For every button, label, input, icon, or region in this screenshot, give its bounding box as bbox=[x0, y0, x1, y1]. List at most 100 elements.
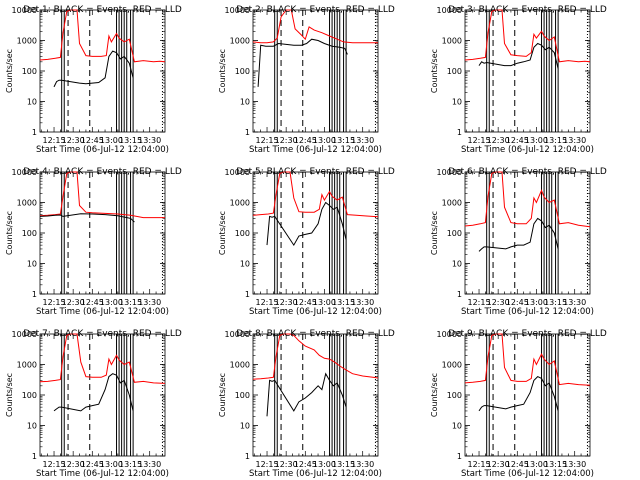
x-tick-label: 12:15 bbox=[255, 298, 278, 307]
plot-frame bbox=[252, 333, 379, 457]
x-tick-label: 13:30 bbox=[138, 460, 161, 469]
y-tick-label: 100 bbox=[447, 67, 462, 76]
x-tick-label: 12:15 bbox=[467, 136, 490, 145]
y-tick-label: 10 bbox=[240, 422, 250, 431]
x-tick-label: 12:45 bbox=[294, 460, 317, 469]
y-tick-label: 10000 bbox=[12, 168, 37, 177]
chart-panel: 1 10 100 1000 10000 12:1512:3012:4513:0013:15… bbox=[218, 167, 395, 317]
x-tick-label: 12:15 bbox=[255, 136, 278, 145]
y-tick-label: 1 bbox=[457, 128, 462, 137]
chart-panel: 1 10 100 1000 10000 12:1512:3012:4513:0013:15… bbox=[430, 167, 607, 317]
lld-series-line bbox=[39, 171, 165, 219]
x-tick-label: 12:30 bbox=[487, 460, 510, 469]
x-tick-label: 13:30 bbox=[563, 298, 586, 307]
lld-series-line bbox=[464, 9, 591, 63]
lld-series-line bbox=[252, 9, 378, 44]
y-axis-label: Counts/sec bbox=[5, 211, 14, 255]
x-tick-label: 12:45 bbox=[294, 298, 317, 307]
y-tick-label: 1000 bbox=[17, 199, 37, 208]
x-tick-label: 13:15 bbox=[544, 136, 567, 145]
events-series-line bbox=[266, 201, 347, 247]
plot-frame bbox=[39, 9, 166, 133]
lld-series-line bbox=[252, 171, 379, 218]
x-axis-label: Start Time (06-Jul-12 12:04:00) bbox=[249, 145, 382, 155]
chart-panel: 1 10 100 1000 10000 12:1512:3012:4513:0013:15… bbox=[218, 329, 395, 479]
x-tick-label: 12:15 bbox=[42, 460, 65, 469]
x-tick-label: 12:30 bbox=[62, 136, 85, 145]
y-tick-label: 1000 bbox=[230, 361, 250, 370]
events-series-line bbox=[478, 375, 559, 412]
chart-title: Det 1: BLACK = Events, RED = LLD bbox=[23, 5, 182, 15]
y-tick-label: 10000 bbox=[12, 330, 37, 339]
y-tick-label: 100 bbox=[22, 67, 37, 76]
x-tick-label: 12:45 bbox=[81, 298, 104, 307]
y-tick-label: 100 bbox=[235, 229, 250, 238]
plot-frame bbox=[39, 171, 166, 295]
x-axis-label: Start Time (06-Jul-12 12:04:00) bbox=[461, 145, 594, 155]
plot-frame bbox=[464, 333, 591, 457]
x-tick-label: 13:00 bbox=[100, 298, 123, 307]
y-tick-label: 1 bbox=[457, 452, 462, 461]
y-tick-label: 1000 bbox=[17, 361, 37, 370]
x-tick-label: 13:15 bbox=[332, 298, 355, 307]
x-tick-label: 13:15 bbox=[119, 460, 142, 469]
y-tick-label: 10 bbox=[27, 260, 37, 269]
chart-panel: 1 10 100 1000 10000 12:1512:3012:4513:0013:15… bbox=[5, 329, 182, 479]
events-series-line bbox=[266, 372, 347, 417]
plot-frame bbox=[252, 9, 379, 133]
x-tick-label: 12:15 bbox=[255, 460, 278, 469]
chart-title: Det 2: BLACK = Events, RED = LLD bbox=[236, 5, 395, 15]
x-tick-label: 12:15 bbox=[42, 298, 65, 307]
x-tick-label: 13:15 bbox=[119, 136, 142, 145]
lld-series-line bbox=[464, 171, 591, 228]
y-tick-label: 10000 bbox=[12, 6, 37, 15]
x-tick-label: 12:30 bbox=[275, 460, 298, 469]
events-series-line bbox=[478, 217, 559, 252]
x-tick-label: 13:00 bbox=[313, 460, 336, 469]
chart-title: Det 6: BLACK = Events, RED = LLD bbox=[448, 167, 607, 177]
x-tick-label: 13:15 bbox=[544, 460, 567, 469]
y-tick-label: 100 bbox=[22, 229, 37, 238]
x-tick-label: 13:15 bbox=[544, 298, 567, 307]
y-tick-label: 1 bbox=[32, 452, 37, 461]
chart-title: Det 5: BLACK = Events, RED = LLD bbox=[236, 167, 395, 177]
y-tick-label: 1 bbox=[245, 452, 250, 461]
lld-series-line bbox=[252, 333, 379, 380]
x-axis-label: Start Time (06-Jul-12 12:04:00) bbox=[249, 307, 382, 317]
events-series-line bbox=[53, 373, 134, 412]
x-tick-label: 13:00 bbox=[525, 298, 548, 307]
y-tick-label: 10000 bbox=[225, 168, 250, 177]
x-tick-label: 13:30 bbox=[563, 460, 586, 469]
chart-panel: 1 10 100 1000 10000 12:1512:3012:4513:0013:15… bbox=[430, 5, 607, 155]
y-tick-label: 10 bbox=[240, 260, 250, 269]
y-tick-label: 10 bbox=[27, 422, 37, 431]
x-axis-label: Start Time (06-Jul-12 12:04:00) bbox=[249, 469, 382, 479]
x-tick-label: 12:30 bbox=[62, 298, 85, 307]
events-series-line bbox=[478, 42, 559, 69]
y-tick-label: 10000 bbox=[437, 168, 462, 177]
x-tick-label: 13:15 bbox=[119, 298, 142, 307]
x-tick-label: 12:30 bbox=[275, 136, 298, 145]
y-tick-label: 1 bbox=[32, 128, 37, 137]
chart-title: Det 3: BLACK = Events, RED = LLD bbox=[448, 5, 607, 15]
x-tick-label: 12:45 bbox=[506, 460, 529, 469]
x-tick-label: 12:45 bbox=[294, 136, 317, 145]
lld-series-line bbox=[39, 9, 166, 63]
x-tick-label: 12:45 bbox=[506, 136, 529, 145]
plot-frame bbox=[464, 9, 591, 133]
x-axis-label: Start Time (06-Jul-12 12:04:00) bbox=[36, 307, 169, 317]
plot-frame bbox=[464, 171, 591, 295]
chart-title: Det 9: BLACK = Events, RED = LLD bbox=[448, 329, 607, 339]
events-series-line bbox=[53, 50, 134, 88]
chart-panel: 1 10 100 1000 10000 12:1512:3012:4513:0013:15… bbox=[430, 329, 607, 479]
x-tick-label: 13:15 bbox=[332, 136, 355, 145]
x-tick-label: 13:30 bbox=[138, 136, 161, 145]
y-tick-label: 10000 bbox=[225, 330, 250, 339]
x-tick-label: 13:00 bbox=[313, 136, 336, 145]
y-tick-label: 1000 bbox=[442, 37, 462, 46]
y-tick-label: 1000 bbox=[442, 361, 462, 370]
y-tick-label: 100 bbox=[447, 391, 462, 400]
x-axis-label: Start Time (06-Jul-12 12:04:00) bbox=[36, 469, 169, 479]
x-tick-label: 12:30 bbox=[487, 298, 510, 307]
